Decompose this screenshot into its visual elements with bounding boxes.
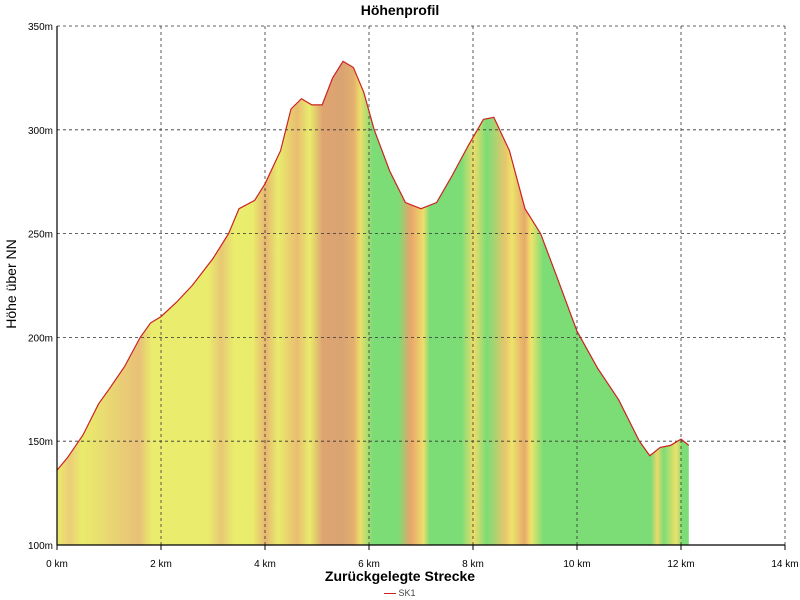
y-tick-label: 250m bbox=[28, 230, 53, 241]
x-tick-label: 2 km bbox=[150, 559, 172, 570]
legend-swatch bbox=[384, 593, 397, 595]
y-tick-label: 200m bbox=[28, 333, 53, 344]
elevation-area bbox=[57, 61, 689, 546]
elevation-line bbox=[56, 60, 690, 471]
x-tick-label: 4 km bbox=[254, 559, 276, 570]
legend: SK1 bbox=[0, 588, 800, 598]
x-tick-label: 10 km bbox=[563, 559, 590, 570]
y-tick-label: 100m bbox=[28, 541, 53, 552]
x-tick-label: 8 km bbox=[462, 559, 484, 570]
y-tick-label: 150m bbox=[28, 437, 53, 448]
x-axis-label: Zurückgelegte Strecke bbox=[324, 568, 476, 584]
x-tick-label: 14 km bbox=[771, 559, 798, 570]
y-tick-label: 300m bbox=[28, 126, 53, 137]
chart-title: Höhenprofil bbox=[360, 2, 440, 18]
x-tick-label: 0 km bbox=[46, 559, 68, 570]
x-tick-label: 12 km bbox=[667, 559, 694, 570]
legend-series-name: SK1 bbox=[398, 588, 416, 598]
y-tick-label: 350m bbox=[28, 22, 53, 33]
x-tick-label: 6 km bbox=[358, 559, 380, 570]
